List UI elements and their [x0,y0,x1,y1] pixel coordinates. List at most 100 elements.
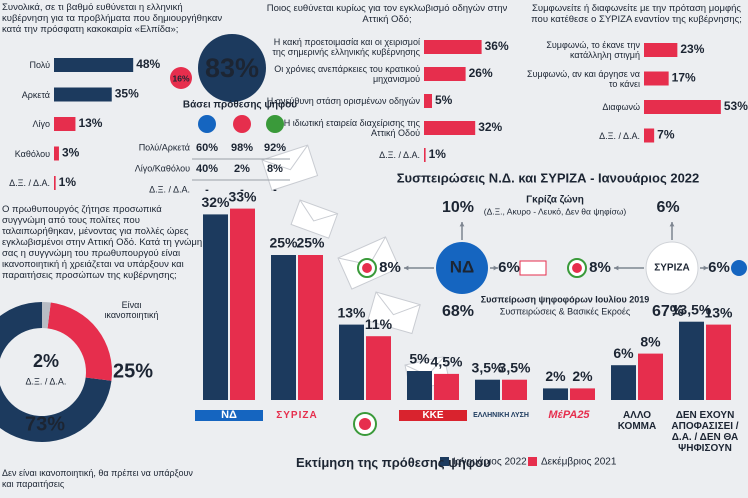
party-logo-text: ΝΔ [450,257,475,276]
bar [203,214,228,400]
value-label: 7% [657,128,675,142]
bar [54,117,76,131]
flow-value: 67% [652,303,684,320]
value-label: 13% [704,304,733,320]
flow-value: 8% [589,259,611,276]
bar [366,336,391,400]
party-logo [731,260,747,276]
arrow-head [703,265,708,271]
bar [54,87,112,102]
bar [271,255,296,400]
category-label: Δ.Ξ. / Δ.Α. [599,130,640,141]
value-label: 6% [613,345,634,361]
flow-value: 6% [656,199,679,216]
chart-title: Ο πρωθυπουργός ζήτησε προσωπικά συγγνώμη… [2,204,203,281]
bar [644,43,678,57]
arrow-head [493,265,498,271]
bar [644,71,669,86]
value-label: 25% [113,360,153,382]
party-logo [198,115,216,133]
bar [407,371,432,400]
category-label: Δεν είναι ικανοποιητική, θα πρέπει να υπ… [2,468,193,489]
table-cell: - [273,184,277,196]
value-label: 4,5% [431,354,463,370]
party-logo-text: ΣΥΡΙΖΑ [654,263,689,274]
value-label: 48% [136,57,160,71]
table-cell: - [205,184,209,196]
value-label: 17% [672,71,696,85]
bar [54,146,59,161]
value-label: 3,5% [499,359,531,375]
value-label: 3,5% [472,359,504,375]
row-label: Δ.Ξ. / Δ.Α. [149,184,190,194]
table-cell: 92% [264,142,286,154]
chart-title: Συμφωνείτε ή διαφωνείτε με την πρόταση μ… [531,3,742,25]
bar [424,94,432,108]
value-label: 25% [269,235,298,251]
bar [424,148,426,162]
category-label: Συμφωνώ, αν και άργησε να το κάνει [527,68,640,89]
value-label: 5% [409,351,430,367]
category-label: Συμφωνώ, το έκανε την κατάλληλη στιγμή [546,40,640,60]
flow-value: 6% [498,259,520,276]
value-label: 1% [59,175,77,189]
party-logo [572,263,582,273]
arrow-head [669,222,675,227]
table-cell: 60% [196,142,218,154]
table-cell: - [240,184,244,196]
legend-swatch [528,457,537,466]
value-label: 2% [33,351,59,371]
category-label: Δ.Ξ. / Δ.Α. [9,178,50,188]
legend-label: Δεκέμβριος 2021 [541,456,617,468]
table-title: Βάσει πρόθεσης ψήφου [183,100,297,111]
value-label: 8% [640,333,661,349]
flow-value: 6% [708,259,730,276]
category-label: Δ.Ξ. / Δ.Α. [26,376,67,386]
category-label: ΕΛΛΗΝΙΚΗ ΛΥΣΗ [473,412,529,419]
category-label: Πολύ [29,60,50,70]
bar [298,255,323,400]
party-logo [436,242,488,294]
bar [475,379,500,400]
bar [706,324,731,400]
bar [230,208,255,400]
category-label: Διαφωνώ [602,102,640,112]
category-label: Η ιδιωτική εταιρεία διαχείρισης της Αττι… [283,118,420,138]
arrow-head [404,265,409,271]
gray-zone-label: Γκρίζα ζώνη [526,195,584,206]
category-label: Η κακή προετοιμασία και οι χειρισμοί της… [272,37,420,57]
bar [644,128,655,143]
value-label: 36% [485,39,509,53]
bar [339,324,364,400]
pie-slice [42,302,51,329]
bar [570,388,595,400]
value-label: 13% [337,304,366,320]
flow-value: 8% [379,259,401,276]
summary-value: 83% [205,53,259,83]
table-cell: 98% [231,142,253,154]
bar [54,58,134,72]
value-label: 32% [478,120,502,134]
bar [54,176,56,190]
summary-badge [198,34,266,102]
value-label: 73% [25,413,65,435]
chart-title: Ποιος ευθύνεται κυρίως για τον εγκλωβισμ… [266,3,508,25]
legend-swatch [440,457,449,466]
category-label: Λίγο [32,119,50,129]
value-label: 5% [435,93,453,107]
value-label: 33% [228,188,257,204]
arrow-head [614,265,619,271]
bar [644,100,721,114]
category-label: ΣΥΡΙΖΑ [276,410,318,421]
party-logo [362,263,372,273]
table-cell: 40% [196,163,218,175]
value-label: 11% [365,316,393,332]
value-label: 2% [572,368,593,384]
flow-value: 68% [442,303,474,320]
party-logo [266,115,284,133]
flow-value: 10% [442,199,474,216]
value-label: 25% [296,235,325,251]
diagram-title: Συσπειρώσεις Ν.Δ. και ΣΥΡΙΖΑ - Ιανουάριο… [397,170,700,185]
